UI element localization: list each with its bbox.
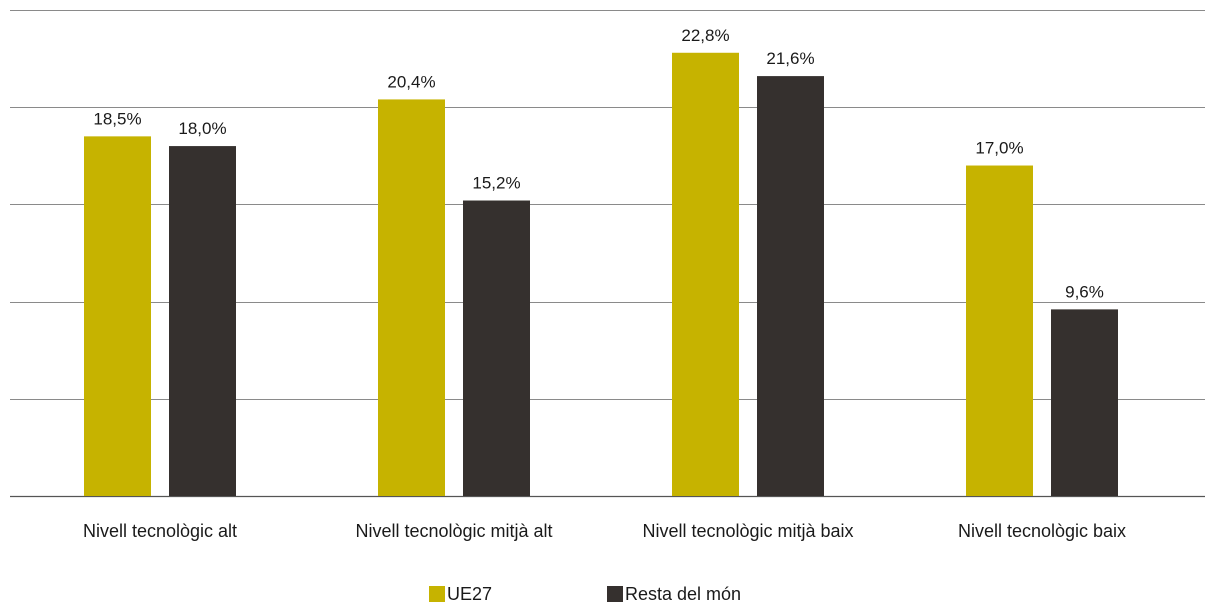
data-label: 18,5% xyxy=(93,109,141,128)
bar-resta-del-mon-1 xyxy=(169,146,236,496)
category-labels-group: Nivell tecnològic alt Nivell tecnològic m… xyxy=(83,521,1126,541)
data-label: 22,8% xyxy=(681,26,729,45)
bars-group xyxy=(84,52,1118,497)
legend-swatch-resta-del-mon xyxy=(607,586,623,602)
category-label: Nivell tecnològic mitjà alt xyxy=(355,521,552,541)
data-label: 18,0% xyxy=(178,119,226,138)
bar-ue27-1 xyxy=(84,136,151,497)
bar-resta-del-mon-4 xyxy=(1051,309,1118,496)
data-label: 21,6% xyxy=(766,49,814,68)
data-label: 9,6% xyxy=(1065,282,1104,301)
data-label: 17,0% xyxy=(975,139,1023,158)
bar-ue27-2 xyxy=(378,99,445,496)
category-label: Nivell tecnològic mitjà baix xyxy=(642,521,853,541)
bar-resta-del-mon-2 xyxy=(463,200,530,496)
bar-ue27-4 xyxy=(966,165,1033,496)
data-label: 15,2% xyxy=(472,174,520,193)
legend-label: UE27 xyxy=(447,584,492,604)
legend: UE27 Resta del món xyxy=(429,584,741,604)
bar-resta-del-mon-3 xyxy=(757,76,824,496)
legend-label: Resta del món xyxy=(625,584,741,604)
legend-swatch-ue27 xyxy=(429,586,445,602)
value-labels-group: 18,5% 18,0% 20,4% 15,2% 22,8% 21,6% 17,0% 9,6% xyxy=(93,26,1103,302)
data-label: 20,4% xyxy=(387,72,435,91)
bar-ue27-3 xyxy=(672,52,739,496)
category-label: Nivell tecnològic baix xyxy=(958,521,1126,541)
category-label: Nivell tecnològic alt xyxy=(83,521,237,541)
